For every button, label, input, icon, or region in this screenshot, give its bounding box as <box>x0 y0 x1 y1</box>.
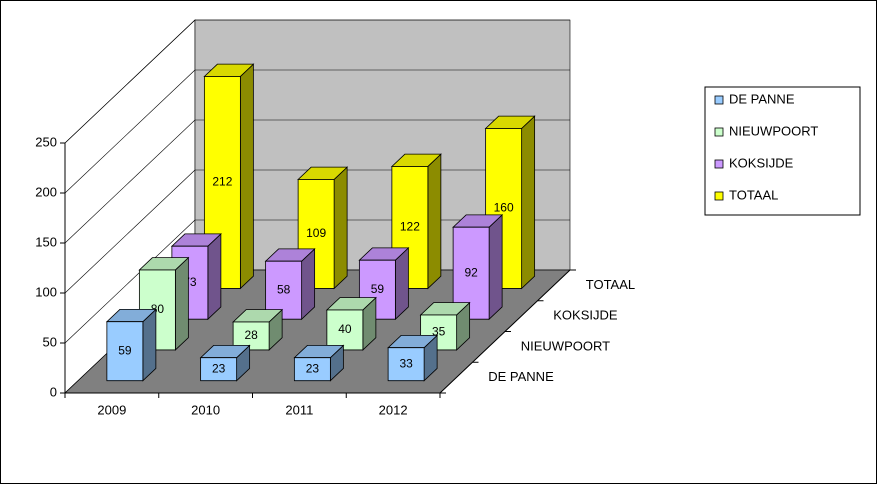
bar <box>387 347 425 382</box>
data-label: 212 <box>212 175 232 189</box>
grid-line <box>64 219 196 344</box>
x-tick-label: 2012 <box>379 402 408 417</box>
bar-side <box>427 153 442 290</box>
data-label: 92 <box>464 265 478 279</box>
data-label: 40 <box>338 322 352 336</box>
grid-line <box>64 19 196 144</box>
data-label: 122 <box>400 220 420 234</box>
data-label: 23 <box>212 361 226 375</box>
bar <box>452 226 490 320</box>
grid-line <box>64 119 196 244</box>
depth-label: NIEUWPOORT <box>521 338 610 353</box>
bar <box>106 321 144 382</box>
bar-side <box>207 232 222 321</box>
y-tick-label: 150 <box>35 234 57 249</box>
x-tick-label: 2009 <box>97 402 126 417</box>
legend-box <box>704 86 861 216</box>
legend-swatch <box>714 95 724 105</box>
data-label: 33 <box>399 356 413 370</box>
data-label: 109 <box>306 226 326 240</box>
legend-swatch <box>714 159 724 169</box>
bar <box>232 321 270 351</box>
bar-side <box>521 115 536 290</box>
y-tick-label: 100 <box>35 284 57 299</box>
y-tick-label: 0 <box>50 384 57 399</box>
bar <box>293 357 331 382</box>
data-label: 160 <box>494 201 514 215</box>
y-tick-label: 50 <box>43 334 57 349</box>
bar-side <box>239 63 254 290</box>
depth-label: KOKSIJDE <box>553 308 618 323</box>
data-label: 28 <box>244 328 258 342</box>
legend-label: NIEUWPOORT <box>729 123 818 138</box>
legend-label: DE PANNE <box>729 91 795 106</box>
bar <box>265 260 303 320</box>
bar-side <box>488 213 503 321</box>
bar-side <box>174 256 189 351</box>
x-tick-label: 2011 <box>285 402 313 417</box>
depth-label: TOTAAL <box>586 277 635 292</box>
depth-label: DE PANNE <box>488 369 554 384</box>
data-label: 58 <box>277 282 291 296</box>
grid-line <box>64 169 196 294</box>
y-tick-label: 200 <box>35 184 57 199</box>
y-tick-label: 250 <box>35 134 57 149</box>
bar <box>326 309 364 351</box>
bar-side <box>333 166 348 290</box>
legend-swatch <box>714 191 724 201</box>
bar <box>200 357 238 382</box>
grid-line <box>64 69 196 194</box>
data-label: 59 <box>118 343 132 357</box>
legend-label: TOTAAL <box>729 187 778 202</box>
x-tick-label: 2010 <box>191 402 220 417</box>
data-label: 59 <box>371 282 385 296</box>
data-label: 23 <box>306 361 320 375</box>
legend-swatch <box>714 127 724 137</box>
legend-label: KOKSIJDE <box>729 155 794 170</box>
